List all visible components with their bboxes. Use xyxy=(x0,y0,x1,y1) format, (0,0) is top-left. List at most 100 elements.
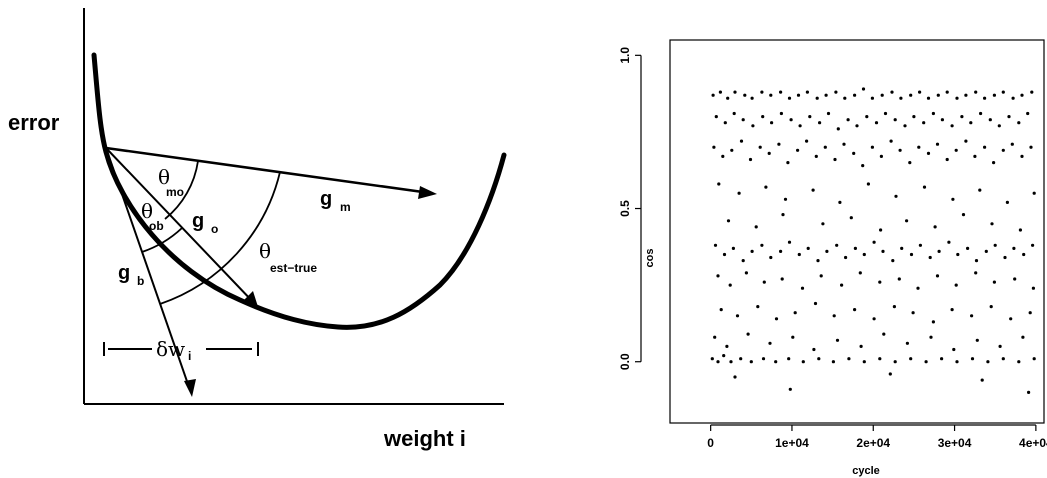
scatter-point xyxy=(787,96,792,100)
left-diagram: error weight i θ mo θ ob θ est−true g m … xyxy=(8,8,507,451)
scatter-point xyxy=(960,115,964,119)
scatter-point xyxy=(832,314,836,318)
scatter-point xyxy=(787,357,791,361)
scatter-point xyxy=(1013,277,1017,281)
scatter-point xyxy=(760,90,764,94)
left-y-axis-label: error xyxy=(8,110,60,135)
scatter-point xyxy=(936,93,940,97)
scatter-point xyxy=(743,93,747,97)
theta-mo-subscript: mo xyxy=(166,185,184,199)
scatter-point xyxy=(1032,191,1036,195)
scatter-point xyxy=(761,115,765,119)
scatter-point xyxy=(992,93,997,97)
scatter-point xyxy=(812,347,816,352)
scatter-point xyxy=(735,314,740,318)
scatter-point xyxy=(973,154,977,158)
scatter-point xyxy=(726,219,731,223)
scatter-point xyxy=(816,259,820,263)
scatter-point xyxy=(892,305,897,309)
scatter-point xyxy=(719,308,723,312)
scatter-point xyxy=(808,115,812,119)
scatter-point xyxy=(847,357,851,361)
scatter-point xyxy=(798,124,802,128)
scatter-point xyxy=(711,93,715,97)
scatter-point xyxy=(760,243,764,247)
scatter-point xyxy=(918,90,922,94)
scatter-point xyxy=(861,87,866,91)
g-m-vector xyxy=(105,146,431,195)
scatter-point xyxy=(872,240,876,244)
scatter-point xyxy=(983,145,987,149)
scatter-point xyxy=(751,124,755,128)
scatter-point xyxy=(990,222,994,226)
scatter-point xyxy=(748,157,753,162)
scatter-point xyxy=(710,357,714,361)
g-m-label: g xyxy=(320,188,332,210)
scatter-point xyxy=(844,255,848,260)
y-tick-label: 1.0 xyxy=(618,47,632,64)
theta-mo-arc xyxy=(164,160,199,220)
scatter-point xyxy=(889,139,893,143)
scatter-point xyxy=(1021,335,1025,339)
left-x-axis-label: weight i xyxy=(383,426,466,451)
scatter-point xyxy=(862,252,866,257)
scatter-point xyxy=(840,283,844,287)
scatter-point xyxy=(955,360,959,364)
scatter-point xyxy=(805,90,810,94)
scatter-point xyxy=(853,246,858,250)
scatter-point xyxy=(846,118,850,122)
scatter-point xyxy=(817,357,821,361)
scatter-point xyxy=(903,124,907,128)
scatter-point xyxy=(947,240,951,244)
theta-ob-subscript: ob xyxy=(149,219,164,233)
scatter-point xyxy=(1001,148,1005,152)
scatter-point xyxy=(769,93,773,97)
scatter-point xyxy=(818,121,822,125)
scatter-point xyxy=(950,124,954,128)
scatter-point xyxy=(767,151,771,155)
scatter-point xyxy=(739,139,744,143)
scatter-point xyxy=(969,121,973,125)
scatter-point xyxy=(791,335,795,339)
scatter-point xyxy=(878,357,882,361)
scatter-point xyxy=(762,280,766,284)
scatter-point xyxy=(918,243,923,247)
scatter-point xyxy=(893,118,897,122)
scatter-point xyxy=(933,225,937,229)
x-tick-label: 0 xyxy=(707,436,714,450)
scatter-point xyxy=(881,249,885,253)
scatter-point xyxy=(861,164,865,168)
scatter-point xyxy=(843,96,847,100)
scatter-point xyxy=(1017,360,1021,364)
scatter-point xyxy=(1007,115,1011,119)
scatter-point xyxy=(819,274,823,278)
scatter-point xyxy=(951,197,955,201)
theta-est-true-arc xyxy=(159,171,281,305)
scatter-point xyxy=(970,314,974,318)
theta-est-true-subscript: est−true xyxy=(270,261,317,275)
scatter-point xyxy=(954,148,958,152)
scatter-point xyxy=(859,344,863,348)
scatter-point xyxy=(726,96,730,100)
scatter-point xyxy=(1003,255,1007,260)
scatter-point xyxy=(931,111,936,116)
scatter-point xyxy=(713,243,718,247)
scatter-point xyxy=(813,301,818,306)
scatter-point xyxy=(984,249,988,253)
scatter-point xyxy=(779,249,783,253)
scatter-point xyxy=(909,93,913,97)
scatter-point xyxy=(898,148,902,152)
scatter-point xyxy=(774,360,778,364)
scatter-point xyxy=(872,317,876,321)
scatter-point xyxy=(1012,246,1016,250)
scatter-point xyxy=(821,222,825,226)
scatter-point xyxy=(750,96,754,100)
scatter-point xyxy=(750,249,754,253)
scatter-point xyxy=(905,219,909,223)
scatter-point xyxy=(722,354,726,358)
scatter-point xyxy=(1009,317,1013,321)
scatter-point xyxy=(882,332,886,336)
scatter-point xyxy=(998,344,1002,348)
scatter-point xyxy=(993,243,997,247)
y-tick-label: 0.5 xyxy=(618,200,632,217)
